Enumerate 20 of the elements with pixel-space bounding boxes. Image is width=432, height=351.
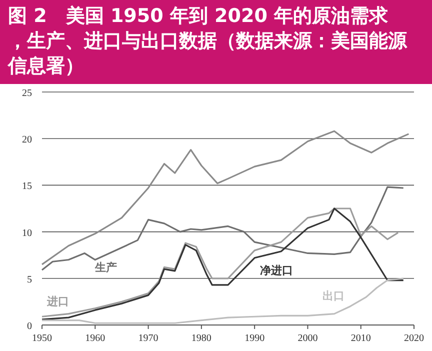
x-tick-label: 1970: [138, 333, 158, 344]
y-tick-label: 10: [22, 228, 32, 239]
line-series: [41, 278, 404, 324]
y-tick-label: 25: [22, 88, 32, 99]
x-tick-label: 1950: [32, 333, 52, 344]
x-tick-label: 2010: [350, 333, 371, 344]
y-tick-label: 5: [27, 274, 32, 286]
series-label: 进口: [46, 294, 69, 308]
series-label: 净进口: [260, 264, 294, 277]
series-label: 出口: [322, 289, 345, 302]
y-tick-label: 0: [27, 321, 32, 332]
x-tick-label: 1980: [191, 333, 212, 344]
x-tick-label: 1960: [85, 333, 106, 344]
x-tick-label: 2000: [298, 333, 318, 344]
x-tick-label: 1990: [244, 333, 265, 344]
y-tick-label: 15: [22, 181, 32, 192]
chart-title: 图 2 美国 1950 年到 2020 年的原油需求，生产、进口与出口数据（数据来源：美国能源信息署）: [7, 5, 408, 77]
series-label: 生产: [94, 260, 117, 274]
x-tick-label: 2020: [404, 333, 424, 344]
y-tick-label: 20: [22, 134, 32, 146]
